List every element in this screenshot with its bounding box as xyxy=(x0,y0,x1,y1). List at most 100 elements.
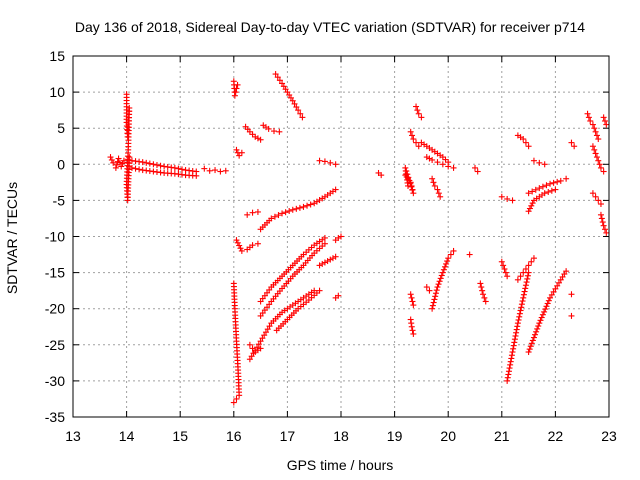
data-point xyxy=(150,161,157,168)
data-point xyxy=(520,294,527,301)
x-tick-label: 17 xyxy=(280,428,296,444)
data-point xyxy=(115,155,122,162)
data-point xyxy=(521,288,528,295)
grid-lines xyxy=(73,56,609,417)
x-tick-label: 14 xyxy=(119,428,135,444)
data-point xyxy=(592,150,599,157)
data-point xyxy=(262,329,269,336)
data-point xyxy=(450,164,457,171)
data-point xyxy=(231,92,238,99)
data-point xyxy=(108,156,115,163)
data-point xyxy=(332,253,339,260)
data-point xyxy=(335,234,342,241)
data-point xyxy=(515,316,522,323)
data-point xyxy=(429,305,436,312)
data-point xyxy=(530,255,537,262)
data-point xyxy=(518,304,525,311)
data-point xyxy=(545,188,552,195)
data-point xyxy=(541,190,548,197)
series-s44 xyxy=(525,186,559,215)
data-point xyxy=(431,296,438,303)
data-point xyxy=(266,323,273,330)
data-point xyxy=(246,341,253,348)
data-point xyxy=(601,226,608,233)
data-point xyxy=(444,258,451,265)
data-point xyxy=(153,162,160,169)
data-point xyxy=(279,210,286,217)
data-point xyxy=(548,187,555,194)
data-point xyxy=(525,349,532,356)
x-tick-label: 18 xyxy=(333,428,349,444)
data-point xyxy=(477,280,484,287)
data-point xyxy=(437,193,444,200)
data-point xyxy=(233,395,240,402)
data-point xyxy=(407,128,414,135)
data-point xyxy=(541,308,548,315)
data-point xyxy=(432,293,439,300)
series-s32 xyxy=(407,291,417,309)
series-s51 xyxy=(589,143,607,175)
data-point xyxy=(378,172,385,179)
data-point xyxy=(603,121,610,128)
data-point xyxy=(431,182,438,189)
data-point xyxy=(409,298,416,305)
data-point xyxy=(589,143,596,150)
data-point xyxy=(107,154,114,161)
data-point xyxy=(550,179,557,186)
data-point xyxy=(525,143,532,150)
series-s16 xyxy=(257,240,328,319)
data-point xyxy=(595,157,602,164)
data-point xyxy=(423,154,430,161)
x-tick-label: 23 xyxy=(601,428,617,444)
data-point xyxy=(271,213,278,220)
x-tick-label: 22 xyxy=(548,428,564,444)
data-point xyxy=(601,117,608,124)
data-point xyxy=(545,297,552,304)
y-tick-label: 0 xyxy=(57,156,65,172)
data-point xyxy=(522,285,529,292)
data-point xyxy=(597,164,604,171)
y-tick-label: 10 xyxy=(49,84,65,100)
data-point xyxy=(555,279,562,286)
data-point xyxy=(584,110,591,117)
data-point xyxy=(539,311,546,318)
data-point xyxy=(304,202,311,209)
data-point xyxy=(532,331,539,338)
series-s07 xyxy=(233,146,245,159)
data-point xyxy=(275,212,282,219)
data-point xyxy=(254,240,261,247)
data-point xyxy=(529,188,536,195)
data-point xyxy=(603,229,610,236)
data-point xyxy=(316,262,323,269)
data-point xyxy=(248,353,255,360)
data-point xyxy=(441,263,448,270)
data-point xyxy=(319,260,326,267)
data-point xyxy=(201,165,208,172)
series-s24 xyxy=(375,169,385,179)
data-point xyxy=(249,345,256,352)
data-point xyxy=(543,182,550,189)
data-point xyxy=(234,239,241,246)
data-point xyxy=(593,132,600,139)
series-s19 xyxy=(246,287,318,363)
data-point xyxy=(293,104,300,111)
data-point xyxy=(527,343,534,350)
data-point xyxy=(409,132,416,139)
data-point xyxy=(434,284,441,291)
data-point xyxy=(423,284,430,291)
data-point xyxy=(232,89,239,96)
data-point xyxy=(504,377,511,384)
series-s47 xyxy=(568,139,578,150)
data-point xyxy=(254,344,261,351)
data-point xyxy=(407,291,414,298)
data-point xyxy=(504,273,511,280)
data-point xyxy=(429,156,436,163)
data-point xyxy=(249,209,256,216)
data-point xyxy=(307,201,314,208)
series-s23 xyxy=(230,280,243,406)
data-point xyxy=(500,262,507,269)
data-point xyxy=(230,399,237,406)
data-point xyxy=(439,269,446,276)
data-point xyxy=(505,371,512,378)
